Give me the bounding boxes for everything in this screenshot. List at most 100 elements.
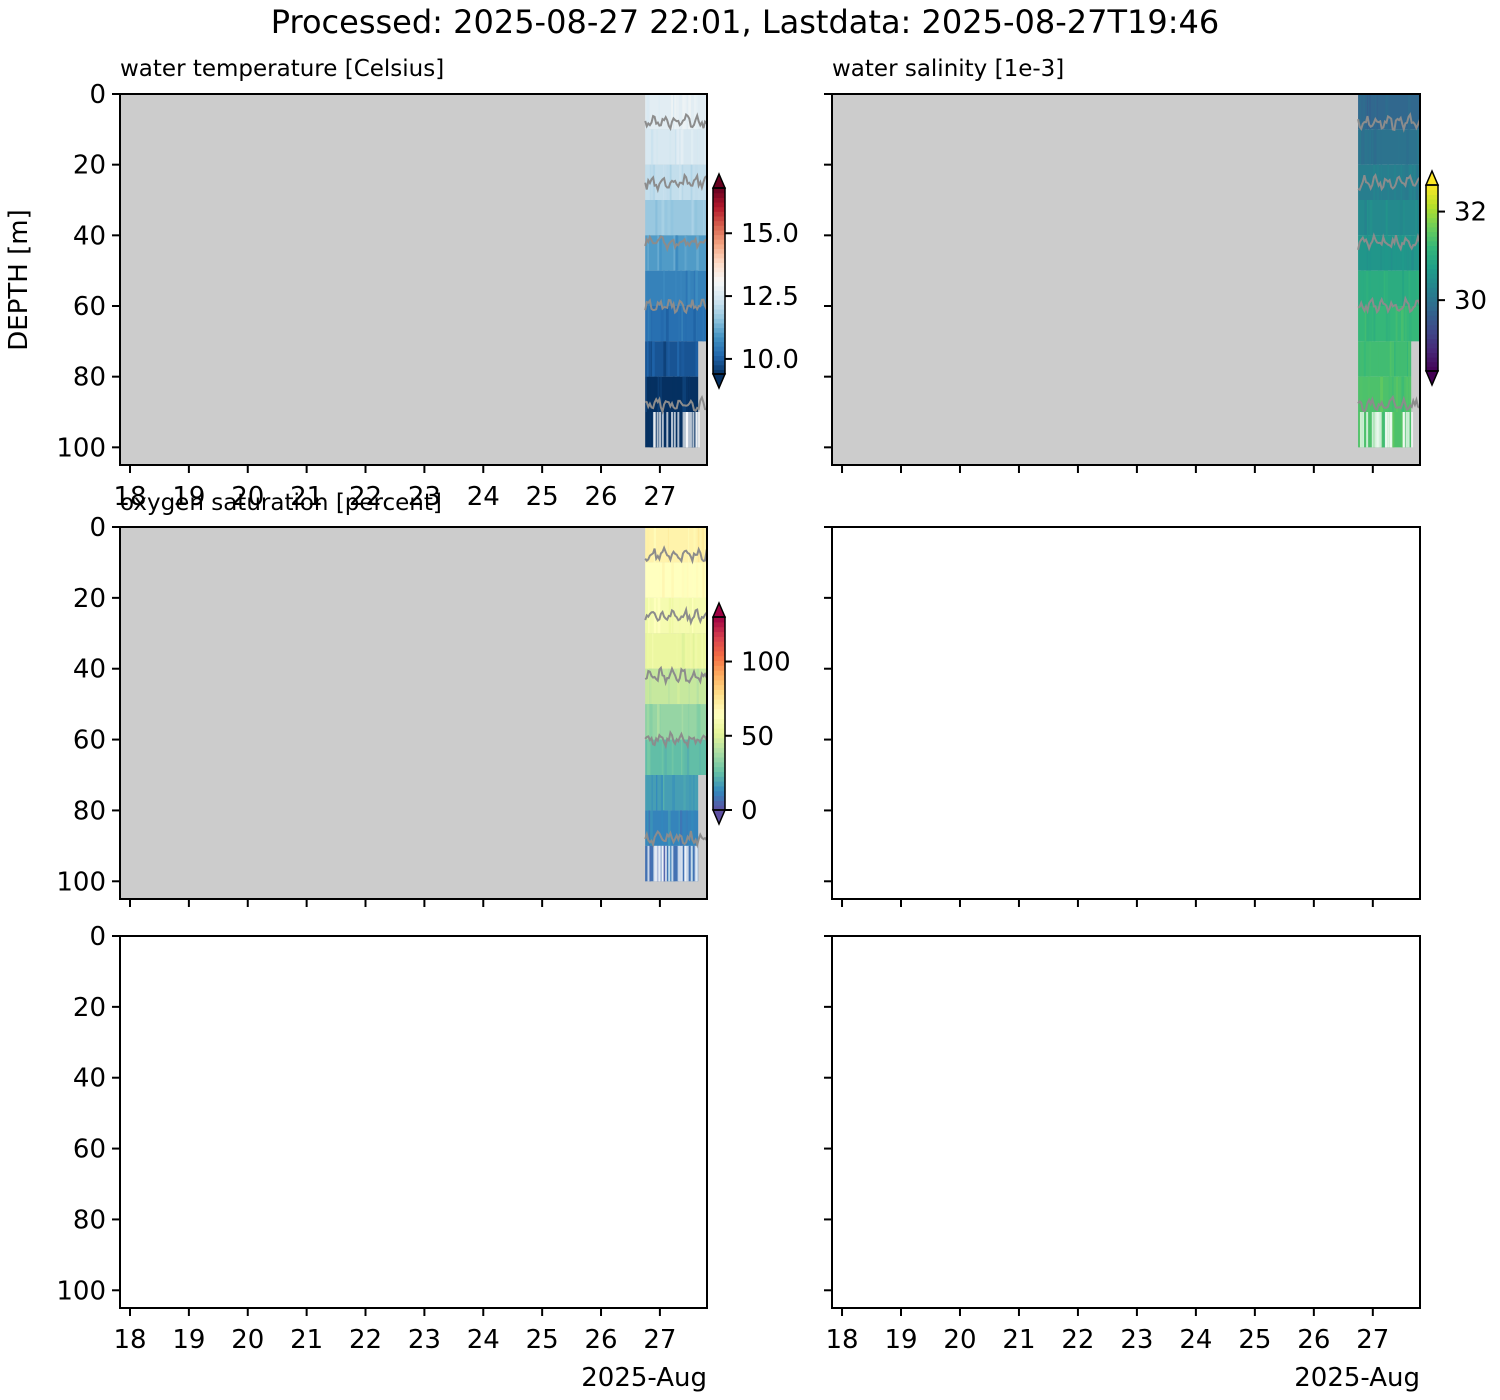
colorbar-segment [713,776,725,782]
data-gap [656,412,659,448]
colorbar-segment [713,732,725,739]
x-tick-label: 25 [526,1325,559,1355]
heatmap-streak [657,235,660,271]
x-tick-label: 23 [1120,1325,1153,1355]
heatmap-streak [651,341,655,377]
panel-title-oxygen: oxygen saturation [percent] [120,490,442,516]
y-tick-label: 60 [73,1135,106,1165]
heatmap-streak [1362,94,1366,130]
colorbar-segment [713,781,725,787]
heatmap-streak [696,129,699,165]
heatmap-streak [667,200,671,236]
heatmap-streak [1359,376,1363,412]
panel-water-temperature: water temperature [Celsius] 0 20 40 60 80 100… [56,56,799,512]
y-tick-label: 40 [73,221,106,251]
y-ticks-temperature: 0 20 40 60 80 100 [56,80,120,463]
heatmap-streak [649,704,653,740]
contour-line [644,665,707,687]
heatmap-streak [1394,341,1396,377]
heatmap-streak [1390,235,1393,271]
y-axis-label: DEPTH [m] [4,209,34,350]
heatmap-streak [674,94,677,130]
data-gap [666,412,669,448]
heatmap-streak [675,235,677,271]
x-ticks-salinity [841,465,1374,473]
heatmap-streak [1373,164,1376,200]
data-gap [689,412,692,448]
colorbar-segment [713,276,725,282]
colorbar-segment [713,332,725,338]
colorbar-segment [713,290,725,296]
heatmap-streak [689,562,693,598]
colorbar-segment [713,703,725,710]
heatmap-streak [1409,164,1413,200]
heatmap-streak [1416,129,1420,165]
colorbar-segment [713,617,725,623]
heatmap-streak [1383,412,1386,448]
heatmap-streak [1403,200,1405,236]
colorbar-segment [713,364,725,370]
y-tick-label: 100 [56,1276,106,1306]
panel-bottom-left-empty: 0 20 40 60 80 100 18 19 20 21 22 23 24 25 26 27 2025-A… [56,922,708,1393]
heatmap-streak [667,527,669,563]
heatmap-streak [1407,341,1411,377]
colorbar-segment [713,674,725,681]
heatmap-streak [1366,235,1368,271]
heatmap-streak [1395,306,1398,342]
contour-line [644,545,707,565]
heatmap-streak [660,376,662,412]
colorbar-segment [1426,329,1438,335]
y-tick-label: 100 [56,867,106,897]
contour-line [1357,295,1420,315]
data-gap [1366,412,1369,448]
heatmap-streak [1415,200,1418,236]
data-gap [659,412,662,448]
colorbar-segment [713,805,725,811]
heatmap-streak [1374,94,1378,130]
x-tick-label: 21 [1002,1325,1035,1355]
heatmap-streak [689,775,692,811]
heatmap-streak [680,810,683,846]
heatmap-streak [696,668,699,705]
data-gap [684,412,687,448]
heatmap-streak [686,235,688,271]
colorbar-segment [713,631,725,637]
colorbar-segment [713,771,725,777]
colorbar-segment [713,201,725,208]
heatmap-streak [1366,270,1369,306]
heatmap-streak [685,306,687,342]
y-tick-label: 80 [73,796,106,826]
x-tick-label: 24 [1179,1325,1212,1355]
colorbar-segment [713,253,725,259]
colorbar-frame [1425,184,1439,372]
colorbar-segment [1426,291,1438,298]
colorbar-segment [713,699,725,705]
colorbar-segment [713,313,725,319]
colorbar-segment [713,318,725,324]
colorbar-segment [713,336,725,343]
heatmap-streak [691,597,694,634]
heatmap-streak [685,633,687,669]
heatmap-streak [672,775,675,811]
heatmap-streak [1394,164,1396,200]
x-tick-label: 22 [1061,1325,1094,1355]
heatmap-streak [650,810,653,846]
heatmap-streak [697,704,701,740]
heatmap-streak [681,633,685,669]
heatmap-streak [691,810,694,846]
heatmap-streak [655,775,658,811]
heatmap-streak [691,412,693,448]
data-gap [671,845,674,882]
colorbar-segment [713,294,725,301]
contour-line [1357,112,1420,133]
y-tick-label: 60 [73,726,106,756]
colorbar-segment [1426,357,1438,363]
colorbar-segment [1426,194,1438,200]
heatmap-streak [648,810,651,846]
heatmap-streak [701,633,703,669]
colorbar-frame [712,616,726,811]
heatmap-streak [681,739,683,775]
heatmap-streak [695,164,698,200]
colorbar-segment [1426,203,1438,209]
data-gap [655,845,658,882]
